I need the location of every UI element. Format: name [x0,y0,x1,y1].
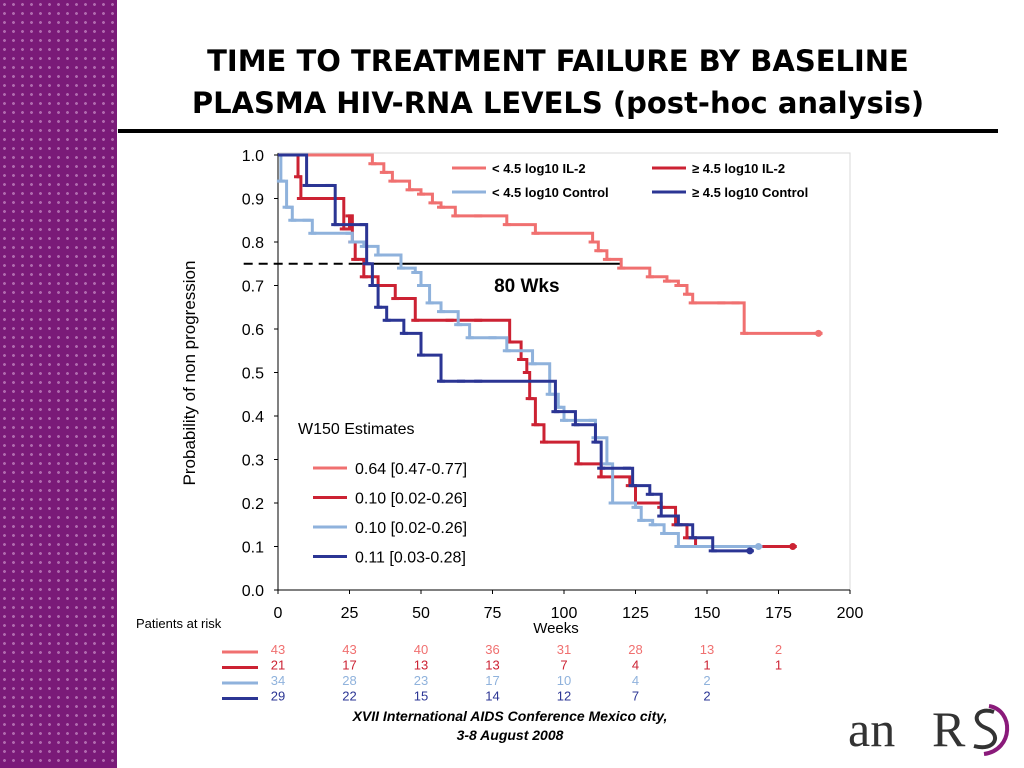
at-risk-count: 13 [414,658,428,673]
y-tick-label: 0.5 [242,366,264,383]
at-risk-count: 13 [700,642,714,657]
legend-label: ≥ 4.5 log10 Control [692,185,808,200]
estimate-value: 0.10 [0.02-0.26] [355,520,467,537]
svg-text:an: an [848,701,895,757]
y-tick-label: 0.4 [242,409,264,426]
at-risk-count: 43 [271,642,285,657]
x-tick-label: 200 [837,605,864,622]
y-tick-label: 0.2 [242,496,264,513]
y-tick-label: 0.8 [242,235,264,252]
estimate-value: 0.10 [0.02-0.26] [355,491,467,508]
legend-label: < 4.5 log10 IL-2 [492,161,586,176]
at-risk-count: 13 [485,658,499,673]
x-tick-label: 25 [341,605,359,622]
at-risk-count: 7 [632,689,639,704]
at-risk-count: 43 [342,642,356,657]
estimate-value: 0.64 [0.47-0.77] [355,461,467,478]
decorative-sidebar [0,0,117,768]
legend-label: < 4.5 log10 Control [492,185,609,200]
at-risk-count: 15 [414,689,428,704]
at-risk-count: 1 [775,658,782,673]
x-tick-label: 125 [622,605,649,622]
at-risk-count: 4 [632,658,639,673]
x-tick-label: 50 [412,605,430,622]
footer-line-1: XVII International AIDS Conference Mexic… [352,708,668,724]
at-risk-count: 1 [703,658,710,673]
y-tick-label: 0.6 [242,322,264,339]
at-risk-count: 17 [485,673,499,688]
at-risk-count: 12 [557,689,571,704]
at-risk-count: 28 [342,673,356,688]
legend-label: ≥ 4.5 log10 IL-2 [692,161,785,176]
title-line-2: PLASMA HIV-RNA LEVELS (post-hoc analysis… [191,86,925,120]
y-tick-label: 0.3 [242,453,264,470]
x-tick-label: 75 [484,605,502,622]
x-tick-label: 0 [274,605,283,622]
at-risk-count: 10 [557,673,571,688]
at-risk-count: 40 [414,642,428,657]
annotation-80-weeks: 80 Wks [494,276,559,297]
at-risk-count: 22 [342,689,356,704]
censor-end-dot [754,543,762,550]
y-axis-title: Probability of non progression [180,261,199,486]
y-tick-label: 0.1 [242,540,264,557]
km-curve-series-3 [278,153,759,548]
conference-footer: XVII International AIDS Conference Mexic… [300,707,720,745]
title-divider [118,129,998,133]
at-risk-count: 31 [557,642,571,657]
at-risk-count: 17 [342,658,356,673]
at-risk-count: 23 [414,673,428,688]
title-line-1: TIME TO TREATMENT FAILURE BY BASELINE [207,44,909,78]
at-risk-count: 21 [271,658,285,673]
at-risk-count: 7 [560,658,567,673]
at-risk-count: 2 [703,689,710,704]
at-risk-count: 2 [775,642,782,657]
at-risk-count: 4 [632,673,639,688]
x-axis-title: Weeks [533,620,579,637]
y-tick-label: 1.0 [242,148,264,165]
y-tick-label: 0.9 [242,192,264,209]
x-tick-label: 150 [694,605,721,622]
at-risk-count: 14 [485,689,499,704]
footer-line-2: 3-8 August 2008 [456,727,564,743]
anrs-logo: an R [848,701,1010,757]
y-tick-label: 0.0 [242,583,264,600]
at-risk-count: 2 [703,673,710,688]
at-risk-title: Patients at risk [136,616,222,631]
at-risk-count: 36 [485,642,499,657]
x-tick-label: 100 [551,605,578,622]
censor-end-dot [815,329,823,337]
svg-text:R: R [932,701,966,757]
km-curve-series-1 [278,153,819,335]
km-curve-series-4 [278,153,750,553]
y-tick-label: 0.7 [242,279,264,296]
km-curve-series-2 [278,153,793,548]
x-tick-label: 175 [765,605,792,622]
censor-end-dot [789,543,797,550]
estimates-title: W150 Estimates [298,421,414,438]
estimate-value: 0.11 [0.03-0.28] [355,550,466,567]
at-risk-count: 34 [271,673,285,688]
censor-end-dot [746,547,754,555]
at-risk-count: 28 [628,642,642,657]
at-risk-count: 29 [271,689,285,704]
slide-title: TIME TO TREATMENT FAILURE BY BASELINE PL… [118,40,998,124]
